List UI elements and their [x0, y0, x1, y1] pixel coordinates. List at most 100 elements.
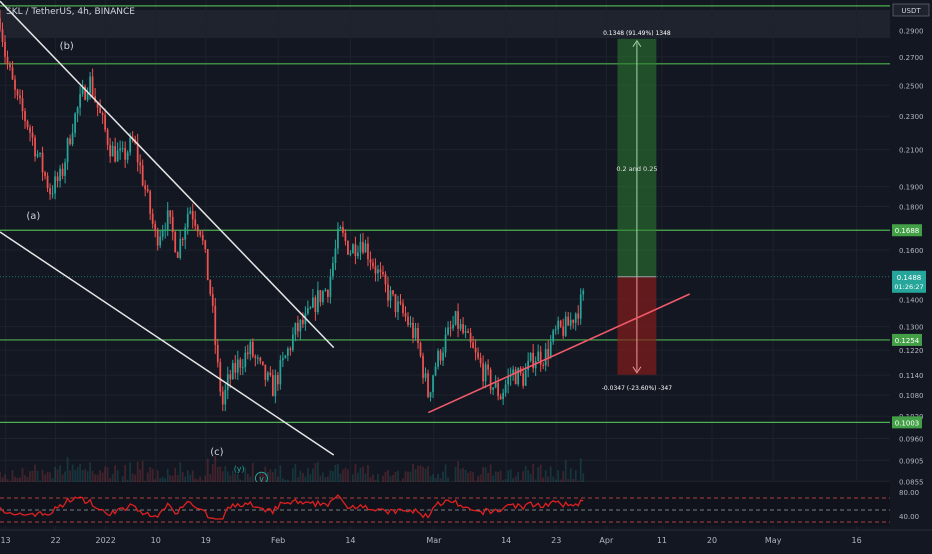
candle[interactable]	[542, 364, 545, 366]
candle[interactable]	[236, 359, 239, 373]
candle[interactable]	[322, 291, 324, 303]
candle[interactable]	[517, 368, 520, 385]
candle[interactable]	[239, 359, 242, 368]
candle[interactable]	[342, 227, 344, 233]
candle[interactable]	[9, 63, 11, 68]
candle[interactable]	[121, 148, 124, 150]
candle[interactable]	[449, 327, 452, 329]
candle[interactable]	[307, 308, 309, 314]
candle[interactable]	[544, 349, 547, 366]
candle[interactable]	[54, 176, 56, 194]
candle[interactable]	[532, 352, 535, 369]
candle[interactable]	[324, 289, 327, 292]
candle[interactable]	[467, 331, 469, 333]
candle[interactable]	[434, 366, 437, 376]
candle[interactable]	[404, 313, 407, 317]
candle[interactable]	[216, 344, 219, 363]
candle[interactable]	[354, 244, 357, 257]
candle[interactable]	[419, 342, 422, 356]
candle[interactable]	[154, 223, 157, 231]
candle[interactable]	[21, 98, 24, 112]
candle[interactable]	[417, 328, 419, 343]
candle[interactable]	[402, 303, 404, 314]
candle[interactable]	[394, 294, 397, 313]
candle[interactable]	[349, 253, 352, 255]
candle[interactable]	[86, 93, 89, 100]
candle[interactable]	[161, 230, 164, 237]
candle[interactable]	[554, 329, 557, 331]
candle[interactable]	[184, 227, 187, 240]
candle[interactable]	[206, 249, 209, 281]
candle[interactable]	[106, 129, 109, 145]
candle[interactable]	[296, 322, 299, 332]
level-badge[interactable]	[892, 224, 922, 237]
candle[interactable]	[494, 382, 497, 388]
candle[interactable]	[384, 274, 387, 285]
candle[interactable]	[382, 271, 384, 275]
candle[interactable]	[266, 372, 269, 380]
candle[interactable]	[59, 168, 61, 182]
candle[interactable]	[522, 373, 525, 386]
candle[interactable]	[357, 252, 359, 257]
candle[interactable]	[36, 154, 39, 157]
candle[interactable]	[29, 127, 31, 133]
candle[interactable]	[454, 311, 457, 325]
candle[interactable]	[457, 311, 459, 329]
candle[interactable]	[219, 362, 222, 392]
candle[interactable]	[66, 138, 69, 163]
candle[interactable]	[479, 357, 482, 364]
candle[interactable]	[574, 313, 577, 323]
candle[interactable]	[61, 168, 64, 176]
candle[interactable]	[547, 349, 550, 358]
candle[interactable]	[81, 86, 84, 95]
candle[interactable]	[164, 229, 167, 231]
candle[interactable]	[579, 294, 582, 319]
candle[interactable]	[499, 396, 502, 400]
candle[interactable]	[74, 113, 76, 133]
candle[interactable]	[399, 301, 402, 304]
candle[interactable]	[254, 356, 257, 358]
candle[interactable]	[31, 132, 34, 138]
candle[interactable]	[427, 373, 429, 398]
candle[interactable]	[364, 243, 367, 253]
candle[interactable]	[261, 361, 264, 365]
candle[interactable]	[374, 266, 377, 274]
candle[interactable]	[251, 341, 254, 357]
candle[interactable]	[224, 389, 227, 405]
candle[interactable]	[409, 322, 412, 325]
candle[interactable]	[377, 269, 379, 274]
candle[interactable]	[569, 319, 572, 326]
candle[interactable]	[429, 392, 432, 398]
candle[interactable]	[96, 101, 99, 108]
candle[interactable]	[527, 360, 530, 371]
candle[interactable]	[46, 175, 49, 189]
candle[interactable]	[557, 320, 560, 330]
candle[interactable]	[39, 152, 41, 155]
candle[interactable]	[437, 350, 439, 367]
candle[interactable]	[432, 375, 434, 393]
candle[interactable]	[309, 307, 312, 309]
candle[interactable]	[139, 162, 142, 166]
candle[interactable]	[144, 185, 147, 190]
candle[interactable]	[367, 243, 369, 260]
candle[interactable]	[582, 290, 585, 295]
candle[interactable]	[549, 341, 552, 358]
candle[interactable]	[159, 236, 162, 246]
candle[interactable]	[414, 328, 417, 338]
candle[interactable]	[472, 342, 474, 349]
candle[interactable]	[211, 294, 214, 306]
candle[interactable]	[51, 193, 54, 195]
candle[interactable]	[146, 189, 149, 192]
candle[interactable]	[249, 341, 252, 355]
candle[interactable]	[234, 363, 237, 373]
candle[interactable]	[274, 374, 277, 397]
candle[interactable]	[334, 248, 337, 263]
candle[interactable]	[487, 364, 489, 370]
candle[interactable]	[392, 290, 394, 295]
candle[interactable]	[379, 269, 382, 272]
candle[interactable]	[111, 146, 114, 157]
level-badge[interactable]	[892, 416, 922, 429]
currency-badge[interactable]	[892, 3, 930, 17]
candle[interactable]	[529, 352, 532, 361]
